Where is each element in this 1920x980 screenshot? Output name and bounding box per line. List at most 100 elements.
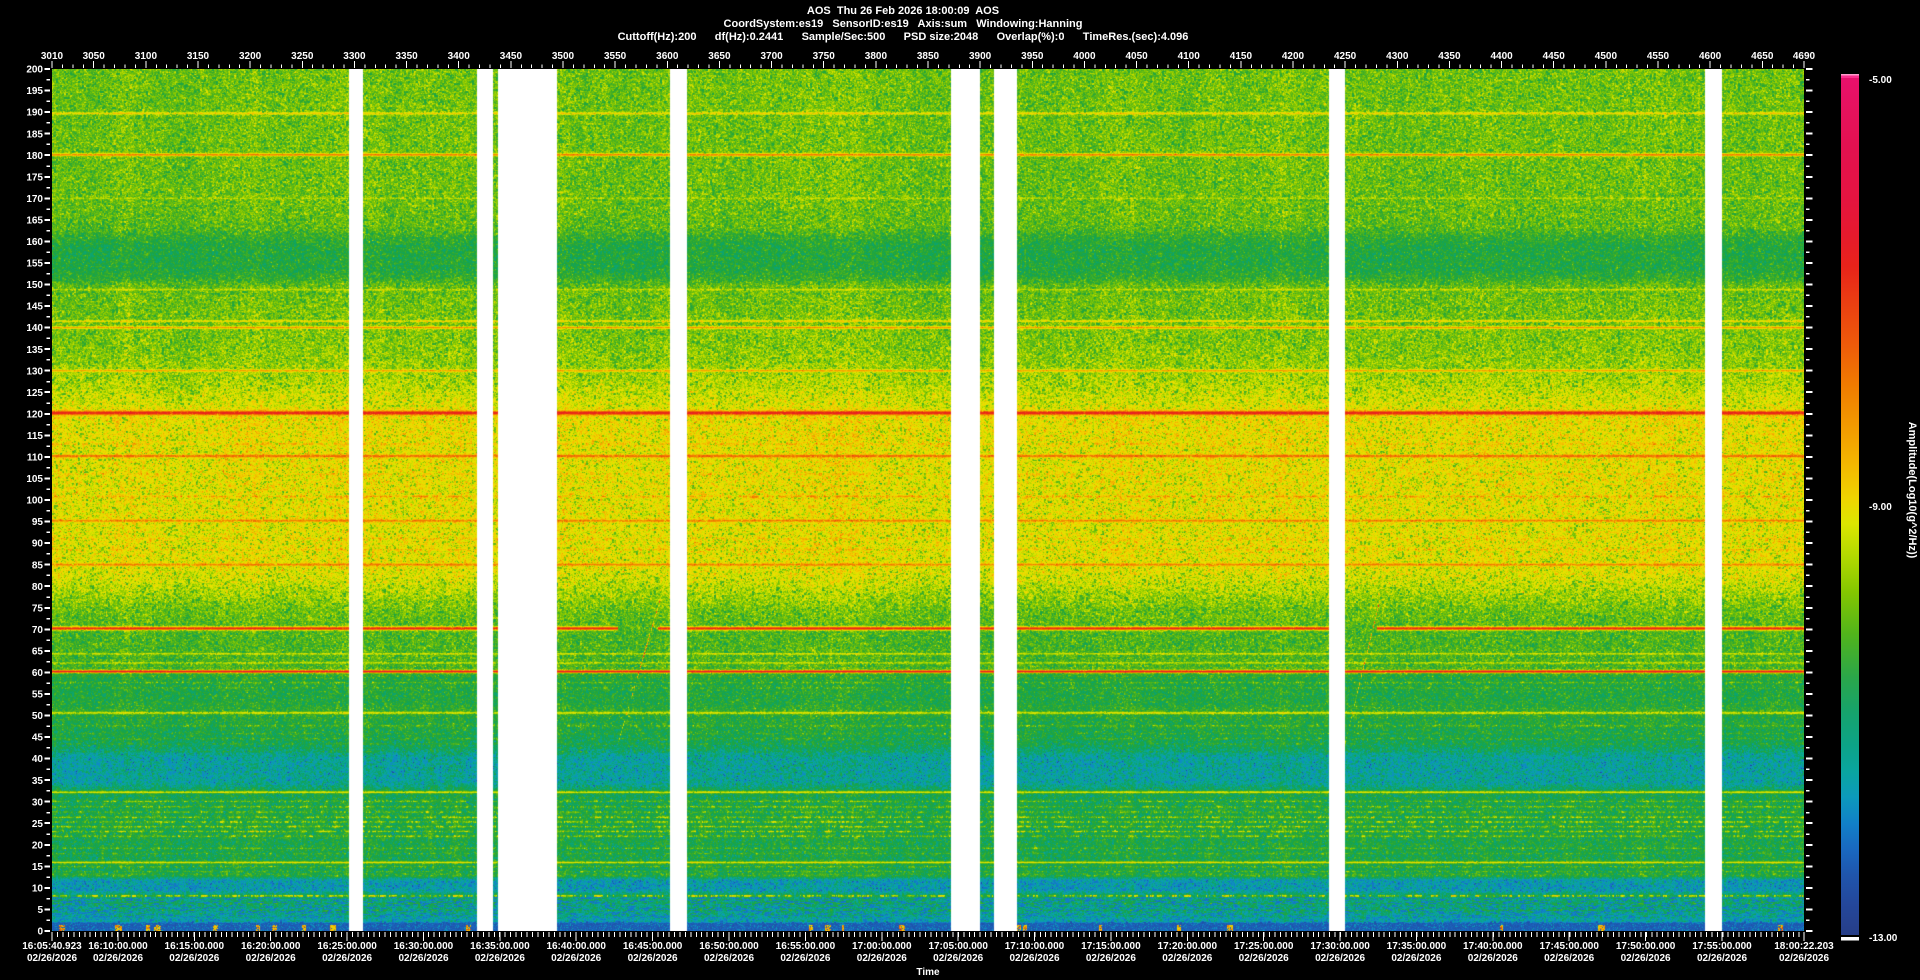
svg-text:80: 80 <box>32 582 44 593</box>
svg-text:3400: 3400 <box>448 51 471 62</box>
svg-text:02/26/2026: 02/26/2026 <box>780 953 830 964</box>
svg-text:17:05:00.000: 17:05:00.000 <box>928 941 988 952</box>
svg-text:3650: 3650 <box>708 51 731 62</box>
svg-text:02/26/2026: 02/26/2026 <box>704 953 754 964</box>
svg-text:16:25:00.000: 16:25:00.000 <box>317 941 377 952</box>
svg-text:17:15:00.000: 17:15:00.000 <box>1081 941 1141 952</box>
svg-text:200: 200 <box>26 65 43 76</box>
svg-text:3500: 3500 <box>552 51 575 62</box>
svg-text:4000: 4000 <box>1073 51 1096 62</box>
svg-text:35: 35 <box>32 776 44 787</box>
svg-text:-5.00: -5.00 <box>1869 75 1892 86</box>
svg-text:17:30:00.000: 17:30:00.000 <box>1310 941 1370 952</box>
svg-text:17:40:00.000: 17:40:00.000 <box>1463 941 1523 952</box>
svg-text:3450: 3450 <box>500 51 523 62</box>
svg-text:120: 120 <box>26 409 43 420</box>
svg-text:95: 95 <box>32 517 44 528</box>
svg-text:02/26/2026: 02/26/2026 <box>1544 953 1594 964</box>
svg-text:55: 55 <box>32 690 44 701</box>
svg-text:75: 75 <box>32 603 44 614</box>
svg-text:100: 100 <box>26 496 43 507</box>
svg-text:3100: 3100 <box>135 51 158 62</box>
svg-text:135: 135 <box>26 345 43 356</box>
svg-text:50: 50 <box>32 711 44 722</box>
svg-text:17:50:00.000: 17:50:00.000 <box>1616 941 1676 952</box>
svg-text:130: 130 <box>26 366 43 377</box>
svg-text:3250: 3250 <box>291 51 314 62</box>
svg-text:02/26/2026: 02/26/2026 <box>322 953 372 964</box>
svg-text:02/26/2026: 02/26/2026 <box>1162 953 1212 964</box>
svg-text:02/26/2026: 02/26/2026 <box>1009 953 1059 964</box>
svg-text:17:10:00.000: 17:10:00.000 <box>1005 941 1065 952</box>
svg-text:3150: 3150 <box>187 51 210 62</box>
svg-text:02/26/2026: 02/26/2026 <box>1779 953 1829 964</box>
svg-text:3700: 3700 <box>760 51 783 62</box>
svg-text:16:40:00.000: 16:40:00.000 <box>546 941 606 952</box>
svg-text:3900: 3900 <box>969 51 992 62</box>
svg-text:02/26/2026: 02/26/2026 <box>398 953 448 964</box>
svg-text:02/26/2026: 02/26/2026 <box>1697 953 1747 964</box>
svg-text:105: 105 <box>26 474 43 485</box>
svg-text:02/26/2026: 02/26/2026 <box>1086 953 1136 964</box>
svg-text:45: 45 <box>32 733 44 744</box>
svg-text:4550: 4550 <box>1647 51 1670 62</box>
svg-text:4300: 4300 <box>1386 51 1409 62</box>
svg-text:125: 125 <box>26 388 43 399</box>
svg-text:15: 15 <box>32 862 44 873</box>
svg-text:85: 85 <box>32 560 44 571</box>
svg-text:4450: 4450 <box>1543 51 1566 62</box>
svg-text:180: 180 <box>26 151 43 162</box>
svg-text:17:00:00.000: 17:00:00.000 <box>852 941 912 952</box>
svg-text:02/26/2026: 02/26/2026 <box>1468 953 1518 964</box>
svg-text:65: 65 <box>32 647 44 658</box>
svg-text:165: 165 <box>26 216 43 227</box>
svg-text:17:20:00.000: 17:20:00.000 <box>1158 941 1218 952</box>
svg-text:145: 145 <box>26 302 43 313</box>
svg-text:30: 30 <box>32 797 44 808</box>
svg-text:3750: 3750 <box>813 51 836 62</box>
svg-text:4150: 4150 <box>1230 51 1253 62</box>
svg-text:16:15:00.000: 16:15:00.000 <box>165 941 225 952</box>
svg-text:4500: 4500 <box>1595 51 1618 62</box>
svg-text:3050: 3050 <box>83 51 106 62</box>
svg-text:02/26/2026: 02/26/2026 <box>933 953 983 964</box>
svg-text:170: 170 <box>26 194 43 205</box>
svg-text:4250: 4250 <box>1334 51 1357 62</box>
svg-text:3010: 3010 <box>41 51 64 62</box>
svg-text:4400: 4400 <box>1490 51 1513 62</box>
svg-text:175: 175 <box>26 172 43 183</box>
svg-text:155: 155 <box>26 259 43 270</box>
svg-text:115: 115 <box>27 431 44 442</box>
svg-text:4650: 4650 <box>1751 51 1774 62</box>
svg-text:4350: 4350 <box>1438 51 1461 62</box>
svg-text:195: 195 <box>26 86 43 97</box>
svg-text:02/26/2026: 02/26/2026 <box>475 953 525 964</box>
svg-text:3850: 3850 <box>917 51 940 62</box>
svg-text:3300: 3300 <box>343 51 366 62</box>
svg-text:Time: Time <box>916 967 940 978</box>
svg-text:140: 140 <box>26 323 43 334</box>
svg-text:02/26/2026: 02/26/2026 <box>1239 953 1289 964</box>
svg-text:02/26/2026: 02/26/2026 <box>857 953 907 964</box>
svg-text:16:50:00.000: 16:50:00.000 <box>699 941 759 952</box>
svg-text:20: 20 <box>32 840 44 851</box>
svg-text:3200: 3200 <box>239 51 262 62</box>
svg-text:02/26/2026: 02/26/2026 <box>93 953 143 964</box>
svg-text:3550: 3550 <box>604 51 627 62</box>
svg-text:02/26/2026: 02/26/2026 <box>246 953 296 964</box>
svg-text:60: 60 <box>32 668 44 679</box>
svg-text:16:30:00.000: 16:30:00.000 <box>394 941 454 952</box>
svg-text:-9.00: -9.00 <box>1869 502 1892 513</box>
svg-text:02/26/2026: 02/26/2026 <box>628 953 678 964</box>
svg-text:3950: 3950 <box>1021 51 1044 62</box>
svg-text:4690: 4690 <box>1793 51 1816 62</box>
svg-text:160: 160 <box>26 237 43 248</box>
svg-text:18:00:22.203: 18:00:22.203 <box>1774 941 1834 952</box>
svg-text:10: 10 <box>32 884 44 895</box>
svg-text:02/26/2026: 02/26/2026 <box>1315 953 1365 964</box>
svg-text:150: 150 <box>26 280 43 291</box>
svg-text:02/26/2026: 02/26/2026 <box>169 953 219 964</box>
svg-text:02/26/2026: 02/26/2026 <box>27 953 77 964</box>
svg-text:190: 190 <box>26 108 43 119</box>
svg-text:25: 25 <box>32 819 44 830</box>
